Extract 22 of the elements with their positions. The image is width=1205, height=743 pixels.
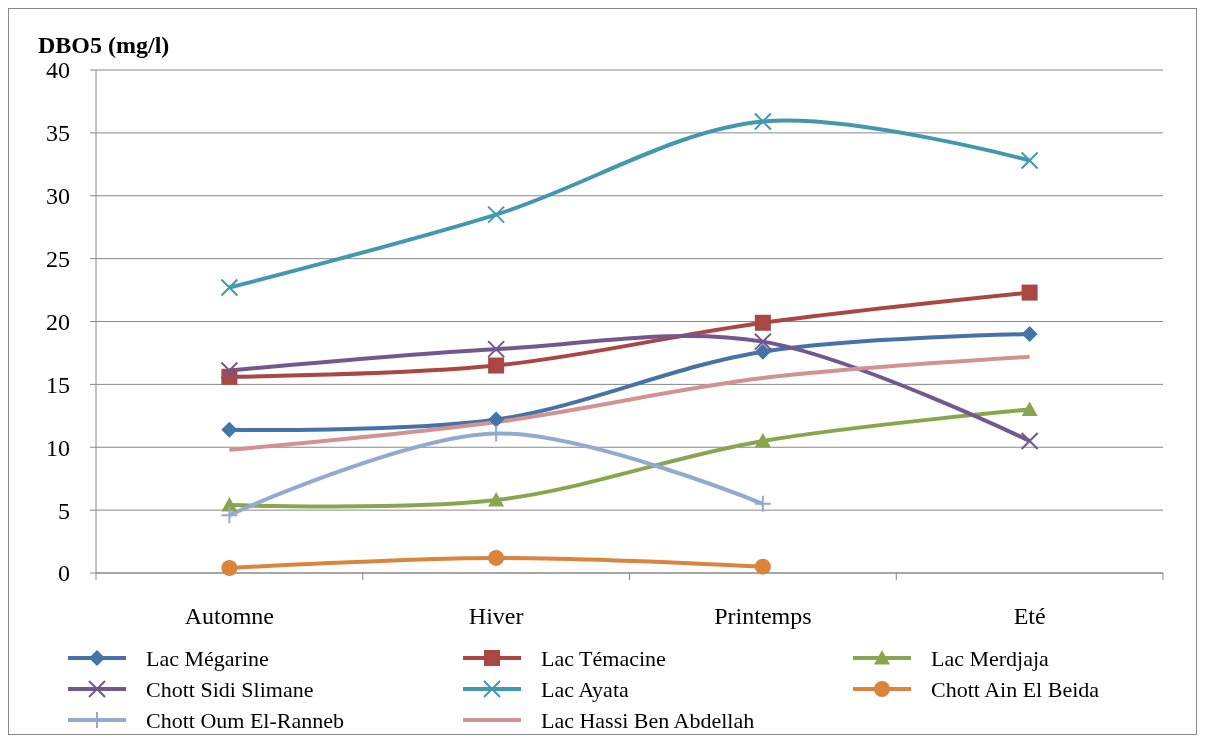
y-tick-label: 30 [46, 183, 70, 210]
x-tick-label: Eté [1013, 603, 1046, 629]
y-tick-label: 35 [46, 120, 70, 147]
legend-label: Lac Mégarine [146, 645, 269, 671]
legend-label: Lac Merdjaja [931, 645, 1050, 671]
y-tick-label: 0 [58, 560, 70, 587]
y-tick-label: 20 [46, 308, 70, 335]
legend-label: Chott Oum El-Ranneb [146, 707, 344, 733]
y-axis-title: DBO5 (mg/l) [38, 32, 170, 58]
x-tick-label: Hiver [468, 603, 524, 629]
legend-label: Chott Ain El Beida [931, 676, 1100, 702]
legend-label: Lac Hassi Ben Abdellah [541, 707, 755, 733]
y-tick-label: 40 [46, 57, 70, 84]
legend-label: Lac Ayata [541, 676, 629, 702]
legend-label: Lac Témacine [541, 645, 666, 671]
y-tick-label: 25 [46, 246, 70, 273]
legend-label: Chott Sidi Slimane [146, 676, 314, 702]
x-tick-label: Printemps [714, 603, 812, 629]
y-tick-label: 5 [58, 497, 70, 524]
y-tick-label: 10 [46, 434, 70, 461]
y-tick-label: 15 [46, 371, 70, 398]
x-tick-label: Automne [184, 603, 275, 629]
